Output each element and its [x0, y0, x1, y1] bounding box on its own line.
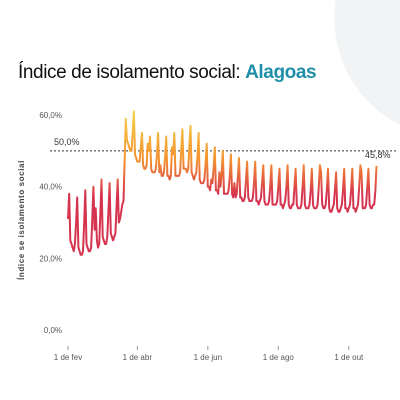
title-prefix: Índice de isolamento social:	[18, 62, 241, 83]
y-axis-label: Índice se isolamento social	[17, 160, 26, 280]
title-location: Alagoas	[245, 62, 317, 83]
x-tick-label: 1 de ago	[263, 353, 295, 362]
y-axis: 0,0% 20,0% 40,0% 60,0%	[39, 111, 62, 335]
y-tick-label: 40,0%	[39, 183, 62, 192]
reference-line-label: 50,0%	[54, 137, 80, 147]
x-tick-label: 1 de out	[334, 353, 364, 362]
end-value-label: 45,8%	[365, 150, 391, 160]
x-tick-label: 1 de abr	[123, 353, 153, 362]
y-tick-label: 0,0%	[44, 326, 62, 335]
series-line	[67, 110, 378, 256]
x-tick-label: 1 de fev	[54, 353, 82, 362]
chart-title: Índice de isolamento social: Alagoas	[18, 62, 317, 84]
y-tick-label: 60,0%	[39, 111, 62, 120]
x-axis: 1 de fev 1 de abr 1 de jun 1 de ago 1 de out	[54, 346, 364, 362]
x-tick-label: 1 de jun	[194, 353, 222, 362]
y-tick-label: 20,0%	[39, 254, 62, 263]
